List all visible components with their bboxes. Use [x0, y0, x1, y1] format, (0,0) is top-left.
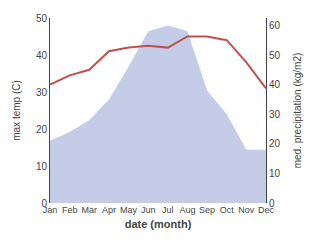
svg-text:40: 40 [36, 50, 48, 61]
svg-text:Dec: Dec [258, 205, 275, 215]
svg-text:60: 60 [269, 20, 281, 31]
svg-text:Feb: Feb [62, 205, 78, 215]
svg-text:40: 40 [269, 79, 281, 90]
svg-text:Nov: Nov [238, 205, 255, 215]
svg-text:10: 10 [269, 168, 281, 179]
svg-text:0: 0 [41, 198, 47, 209]
svg-text:Jun: Jun [141, 205, 156, 215]
svg-text:30: 30 [36, 87, 48, 98]
svg-text:Mar: Mar [82, 205, 98, 215]
svg-text:Jul: Jul [162, 205, 174, 215]
svg-text:Oct: Oct [220, 205, 235, 215]
svg-text:20: 20 [269, 138, 281, 149]
svg-text:0: 0 [269, 198, 275, 209]
svg-text:Jan: Jan [43, 205, 58, 215]
svg-text:20: 20 [36, 124, 48, 135]
svg-text:30: 30 [269, 109, 281, 120]
svg-text:med. precipitation (kg/m2): med. precipitation (kg/m2) [292, 53, 303, 169]
svg-text:May: May [120, 205, 138, 215]
svg-text:10: 10 [36, 161, 48, 172]
svg-text:Sep: Sep [199, 205, 215, 215]
svg-text:50: 50 [269, 50, 281, 61]
svg-text:date (month): date (month) [125, 218, 192, 230]
svg-text:50: 50 [36, 13, 48, 24]
svg-text:max temp (C): max temp (C) [11, 80, 22, 141]
svg-text:Aug: Aug [179, 205, 195, 215]
svg-text:Apr: Apr [102, 205, 116, 215]
